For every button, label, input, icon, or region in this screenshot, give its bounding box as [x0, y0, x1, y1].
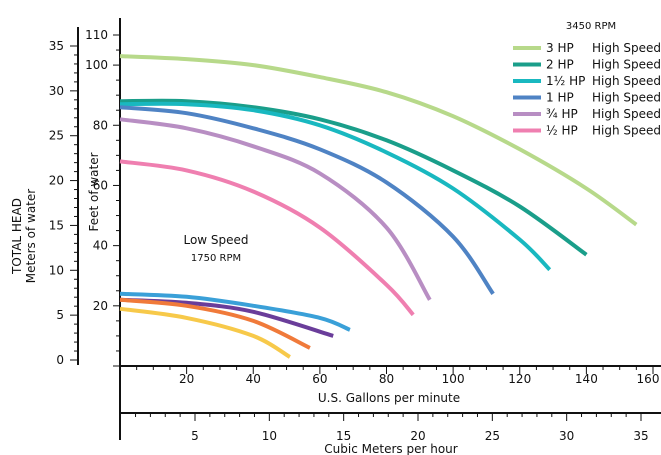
feet-axis-title: Feet of water	[87, 152, 101, 231]
feet-tick-label: 100	[85, 58, 108, 72]
m3h-tick-label: 5	[191, 429, 199, 443]
curve-series-7	[119, 297, 334, 338]
legend-speed-label: High Speed	[592, 107, 661, 121]
gpm-tick-label: 40	[246, 372, 261, 386]
curve-series-0	[119, 54, 638, 227]
curve-series-4	[119, 117, 432, 301]
legend-hp-label: 3 HP	[546, 41, 574, 55]
meters-tick-label: 25	[49, 129, 64, 143]
meters-axis-title-line1: TOTAL HEAD	[10, 198, 24, 275]
gpm-tick-label: 20	[179, 372, 194, 386]
legend-hp-label: 1 HP	[546, 91, 574, 105]
feet-tick-label: 80	[93, 118, 108, 132]
feet-tick-label: 20	[93, 299, 108, 313]
m3h-tick-label: 25	[485, 429, 500, 443]
meters-tick-label: 15	[49, 218, 64, 232]
low-speed-label: Low Speed	[183, 233, 248, 247]
low-speed-rpm-label: 1750 RPM	[191, 253, 241, 264]
gpm-tick-label: 60	[312, 372, 327, 386]
legend-speed-label: High Speed	[592, 41, 661, 55]
feet-tick-label: 110	[85, 28, 108, 42]
meters-tick-label: 20	[49, 174, 64, 188]
legend-speed-label: High Speed	[592, 124, 661, 138]
legend: 3 HP High Speed 2 HP High Speed 1½ HP High Sp…	[513, 41, 661, 138]
gpm-tick-label: 140	[575, 372, 598, 386]
curve-series-1	[119, 98, 588, 257]
legend-speed-label: High Speed	[592, 74, 661, 88]
curve-series-3	[119, 105, 495, 295]
m3h-axis-title: Cubic Meters per hour	[324, 442, 457, 455]
m3h-tick-label: 10	[262, 429, 277, 443]
curve-series-2	[119, 101, 552, 272]
m3h-tick-label: 15	[336, 429, 351, 443]
legend-hp-label: 1½ HP	[546, 74, 585, 88]
meters-tick-label: 30	[49, 84, 64, 98]
gpm-tick-label: 100	[442, 372, 465, 386]
m3h-tick-label: 30	[559, 429, 574, 443]
legend-speed-label: High Speed	[592, 91, 661, 105]
curve-series-6	[119, 291, 351, 332]
legend-speed-label: High Speed	[592, 58, 661, 72]
m3h-tick-label: 35	[633, 429, 648, 443]
gpm-tick-label: 80	[379, 372, 394, 386]
meters-tick-label: 5	[56, 308, 64, 322]
feet-tick-label: 60	[93, 178, 108, 192]
legend-hp-label: ½ HP	[546, 124, 578, 138]
meters-tick-label: 0	[56, 353, 64, 367]
rpm-label: 3450 RPM	[566, 21, 616, 32]
m3h-tick-label: 20	[410, 429, 425, 443]
curve-series-8	[119, 297, 311, 350]
curve-series-5	[119, 159, 415, 317]
meters-axis-title-line2: Meters of water	[24, 189, 38, 283]
meters-tick-label: 35	[49, 39, 64, 53]
gpm-axis-title: U.S. Gallons per minute	[318, 391, 460, 405]
feet-tick-label: 40	[93, 239, 108, 253]
ticks: 0 5 10 15 20 25 30 35 20 40 60 80 100 110 20 40 60 80 100 1…	[49, 28, 660, 443]
meters-tick-label: 10	[49, 263, 64, 277]
curve-series-9	[119, 306, 291, 359]
gpm-tick-label: 120	[508, 372, 531, 386]
legend-hp-label: 2 HP	[546, 58, 574, 72]
gpm-tick-label: 160	[637, 372, 660, 386]
curves	[119, 54, 638, 359]
legend-hp-label: ¾ HP	[546, 107, 578, 121]
